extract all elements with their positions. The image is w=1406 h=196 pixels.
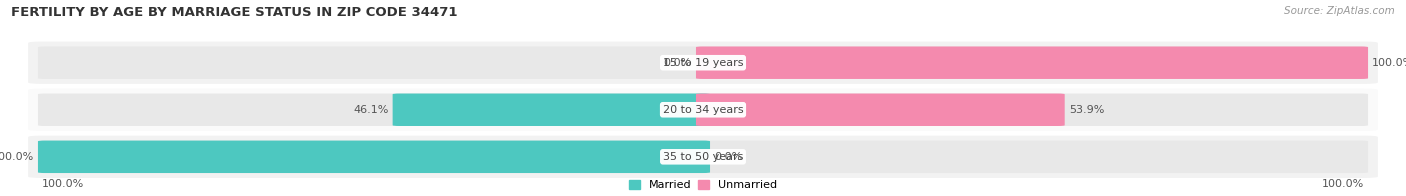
- FancyBboxPatch shape: [38, 93, 1368, 126]
- FancyBboxPatch shape: [38, 141, 710, 173]
- FancyBboxPatch shape: [392, 93, 710, 126]
- FancyBboxPatch shape: [28, 42, 1378, 84]
- Text: Source: ZipAtlas.com: Source: ZipAtlas.com: [1284, 6, 1395, 16]
- Text: 100.0%: 100.0%: [1372, 58, 1406, 68]
- FancyBboxPatch shape: [696, 46, 1368, 79]
- Text: 100.0%: 100.0%: [1322, 179, 1364, 189]
- Text: FERTILITY BY AGE BY MARRIAGE STATUS IN ZIP CODE 34471: FERTILITY BY AGE BY MARRIAGE STATUS IN Z…: [11, 6, 458, 19]
- FancyBboxPatch shape: [38, 141, 1368, 173]
- FancyBboxPatch shape: [28, 89, 1378, 131]
- Text: 53.9%: 53.9%: [1069, 105, 1104, 115]
- Text: 35 to 50 years: 35 to 50 years: [662, 152, 744, 162]
- Text: 0.0%: 0.0%: [714, 152, 742, 162]
- FancyBboxPatch shape: [696, 93, 1064, 126]
- FancyBboxPatch shape: [38, 46, 1368, 79]
- Legend: Married, Unmarried: Married, Unmarried: [628, 180, 778, 191]
- Text: 46.1%: 46.1%: [353, 105, 388, 115]
- Text: 20 to 34 years: 20 to 34 years: [662, 105, 744, 115]
- Text: 15 to 19 years: 15 to 19 years: [662, 58, 744, 68]
- Text: 100.0%: 100.0%: [42, 179, 84, 189]
- Text: 100.0%: 100.0%: [0, 152, 34, 162]
- FancyBboxPatch shape: [28, 136, 1378, 178]
- Text: 0.0%: 0.0%: [664, 58, 692, 68]
